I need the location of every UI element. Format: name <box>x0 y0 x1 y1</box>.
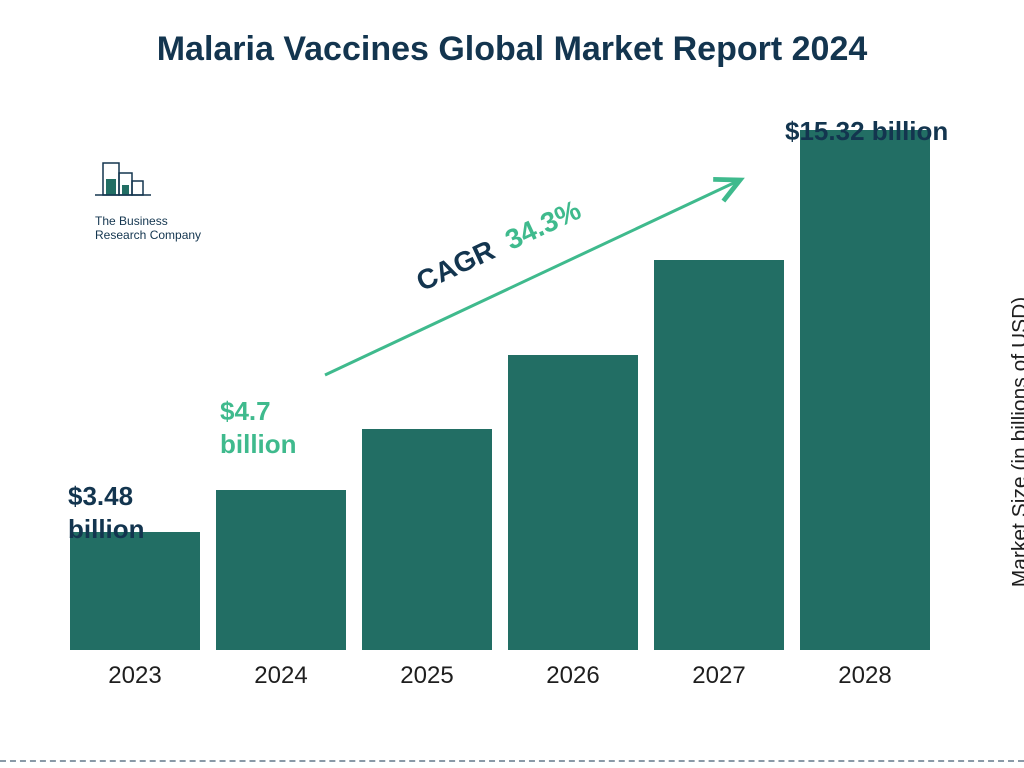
bar-2024 <box>216 490 346 650</box>
bar-rect <box>800 130 930 650</box>
bar-rect <box>216 490 346 650</box>
x-label: 2027 <box>654 662 784 690</box>
bar-rect <box>654 260 784 650</box>
bars-container <box>70 130 930 650</box>
bar-2023 <box>70 532 200 650</box>
bar-2028 <box>800 130 930 650</box>
data-label: $3.48billion <box>68 480 145 545</box>
bar-2025 <box>362 429 492 650</box>
x-label: 2026 <box>508 662 638 690</box>
x-label: 2023 <box>70 662 200 690</box>
bar-2026 <box>508 355 638 650</box>
bar-rect <box>508 355 638 650</box>
x-axis-labels: 2023 2024 2025 2026 2027 2028 <box>70 662 930 690</box>
y-axis-label: Market Size (in billions of USD) <box>1009 297 1024 588</box>
bar-rect <box>70 532 200 650</box>
data-label: $15.32 billion <box>785 115 948 148</box>
bar-2027 <box>654 260 784 650</box>
x-label: 2028 <box>800 662 930 690</box>
footer-divider <box>0 760 1024 762</box>
data-label: $4.7billion <box>220 395 297 460</box>
chart-area: 2023 2024 2025 2026 2027 2028 <box>70 130 930 690</box>
x-label: 2025 <box>362 662 492 690</box>
bar-rect <box>362 429 492 650</box>
chart-title: Malaria Vaccines Global Market Report 20… <box>0 30 1024 69</box>
x-label: 2024 <box>216 662 346 690</box>
